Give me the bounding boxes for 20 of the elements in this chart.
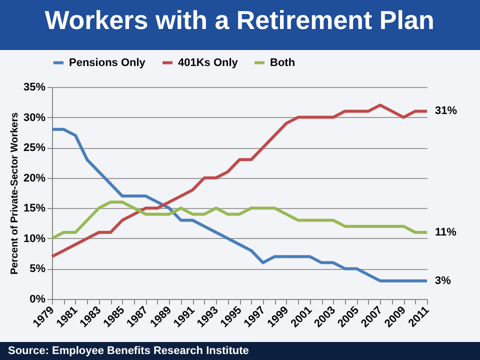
source-note: Source: Employee Benefits Research Institute [0,342,480,360]
y-axis-title: Percent of Private-Sector Workers [9,112,20,275]
y-tick-label: 15% [23,202,46,215]
y-tick-label: 20% [23,172,46,184]
y-tick-label: 0% [30,294,46,306]
y-tick-label: 5% [30,263,46,276]
data-label: 11% [435,226,457,238]
legend-label: Both [270,56,296,69]
y-tick-label: 35% [23,82,46,94]
line-series [50,128,428,282]
y-tick-label: 25% [23,142,46,154]
line-series [50,200,428,240]
chart-title: Workers with a Retirement Plan [44,5,434,35]
y-tick-label: 30% [23,112,46,124]
y-tick-label: 10% [23,232,46,245]
legend-label: Pensions Only [69,56,146,69]
data-label: 31% [435,105,458,118]
data-label: 3% [435,274,452,287]
legend-label: 401Ks Only [178,56,239,69]
line-series [50,104,428,258]
